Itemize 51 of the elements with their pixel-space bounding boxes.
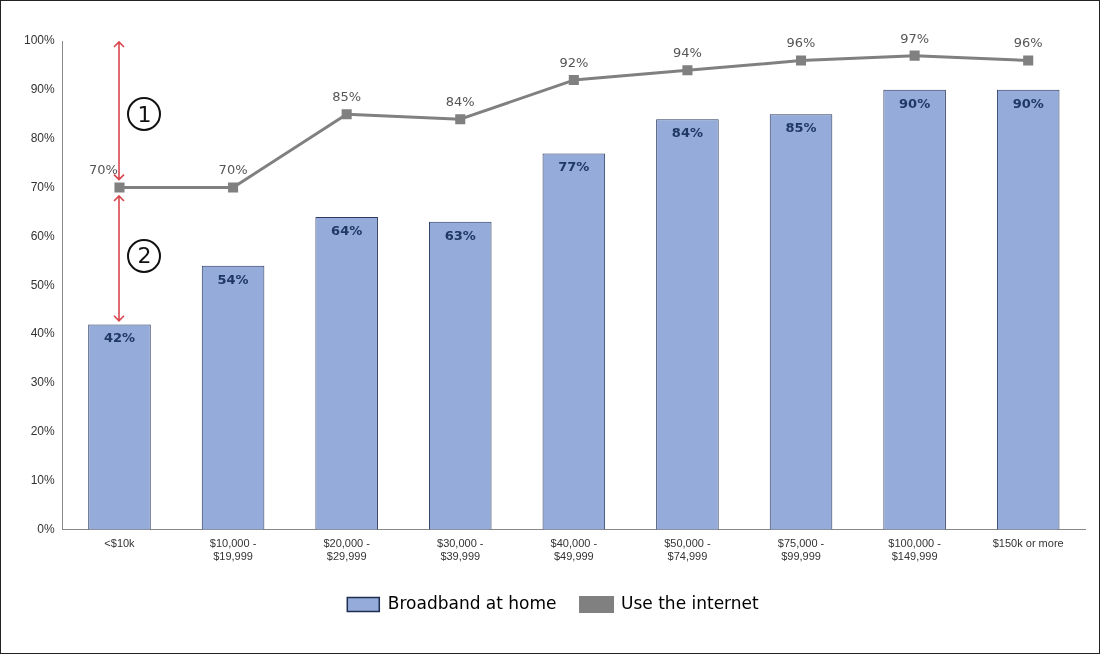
point [114,182,125,193]
y-tick-label: 30% [30,375,56,390]
legend-label: Use the internet [621,592,760,613]
data-label: 96% [786,35,816,51]
data-label: 54% [217,271,249,287]
point [568,75,579,86]
x-tick-label: $50,000 - $74,999 [664,537,712,563]
y-tick-label: 70% [30,179,56,194]
point [1023,55,1034,66]
data-label: 63% [444,227,476,243]
legend-label: Broadband at home [387,592,557,613]
x-tick-label: <$10k [104,537,136,550]
y-tick-label: 40% [30,326,56,341]
data-label: 70% [89,162,118,178]
data-label: 70% [218,162,248,178]
point [455,114,466,125]
x-tick-label: $10,000 - $19,999 [209,537,257,563]
point [228,182,239,193]
data-label: 94% [672,45,702,61]
data-label: 85% [332,89,362,105]
x-tick-label: $100,000 - $149,999 [888,537,942,563]
data-label: 90% [1012,95,1044,111]
y-tick-label: 0% [37,521,56,536]
y-tick-label: 20% [30,424,56,439]
data-label: 85% [785,120,817,136]
data-label: 42% [103,330,136,346]
x-tick-label: $150k or more [992,537,1064,550]
data-label: 84% [671,125,703,141]
data-label: 77% [558,159,590,175]
x-tick-label: $40,000 - $49,999 [550,537,598,563]
y-tick-label: 90% [30,82,56,97]
data-label: 92% [559,54,589,70]
data-label: 97% [900,30,930,46]
point [682,65,693,76]
x-tick-label: $75,000 - $99,999 [777,537,825,563]
data-label: 84% [445,94,475,110]
point [795,55,807,66]
x-tick-label: $30,000 - $39,999 [437,537,484,563]
x-tick-label: $20,000 - $29,999 [323,537,371,563]
y-tick-label: 100% [23,33,56,48]
circle-icon: 1 [127,97,162,132]
y-tick-label: 60% [30,228,56,243]
y-tick-label: 50% [30,277,56,292]
y-tick-label: 10% [30,473,56,488]
y-tick-label: 80% [30,131,56,146]
point [341,109,352,120]
data-label: 96% [1013,35,1043,51]
point [909,50,920,61]
data-label: 64% [331,222,363,238]
data-label: 90% [899,95,931,111]
circle-icon: 2 [127,238,162,273]
